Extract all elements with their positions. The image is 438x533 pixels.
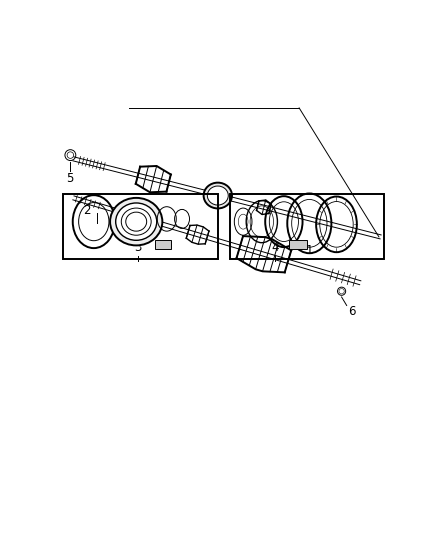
Ellipse shape	[116, 203, 157, 240]
Text: 1: 1	[306, 244, 314, 257]
Bar	[289, 240, 307, 249]
Ellipse shape	[121, 208, 151, 235]
Text: 2: 2	[83, 204, 90, 217]
Ellipse shape	[207, 186, 228, 205]
Text: 3: 3	[134, 241, 141, 254]
Text: 5: 5	[66, 172, 74, 185]
Bar	[155, 240, 171, 249]
Ellipse shape	[126, 212, 147, 231]
Ellipse shape	[110, 198, 162, 245]
Bar	[230, 195, 384, 259]
Bar	[63, 195, 218, 259]
Ellipse shape	[204, 183, 232, 208]
Text: 6: 6	[348, 305, 355, 319]
Text: 4: 4	[272, 241, 279, 254]
